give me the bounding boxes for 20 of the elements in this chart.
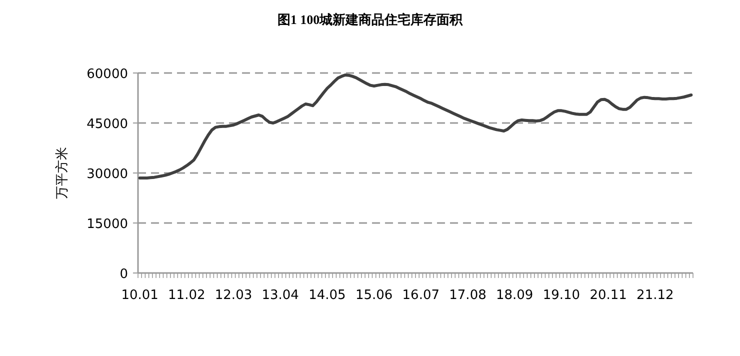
chart-title: 图1 100城新建商品住宅库存面积 xyxy=(277,12,464,27)
x-tick-label: 18.09 xyxy=(496,288,534,303)
line-series xyxy=(138,74,693,180)
y-tick-label: 0 xyxy=(120,267,128,282)
y-tick-label: 30000 xyxy=(86,167,128,182)
x-tick-label: 13.04 xyxy=(262,288,299,303)
x-tick-label: 19.10 xyxy=(542,288,580,303)
x-tick-label: 15.06 xyxy=(355,288,393,303)
x-tick-label: 16.07 xyxy=(402,288,440,303)
x-tick-label: 21.12 xyxy=(636,288,674,303)
x-tick-label: 11.02 xyxy=(168,288,206,303)
x-tick-label: 12.03 xyxy=(214,288,252,303)
x-tick-label: 20.11 xyxy=(590,288,627,303)
x-tick-label: 10.01 xyxy=(121,288,158,303)
x-tick-label: 14.05 xyxy=(308,288,346,303)
y-axis-title: 万平方米 xyxy=(54,147,70,199)
y-tick-label: 60000 xyxy=(86,67,128,82)
y-tick-label: 15000 xyxy=(86,217,128,232)
x-tick-label: 17.08 xyxy=(449,288,486,303)
y-tick-label: 45000 xyxy=(86,117,128,132)
